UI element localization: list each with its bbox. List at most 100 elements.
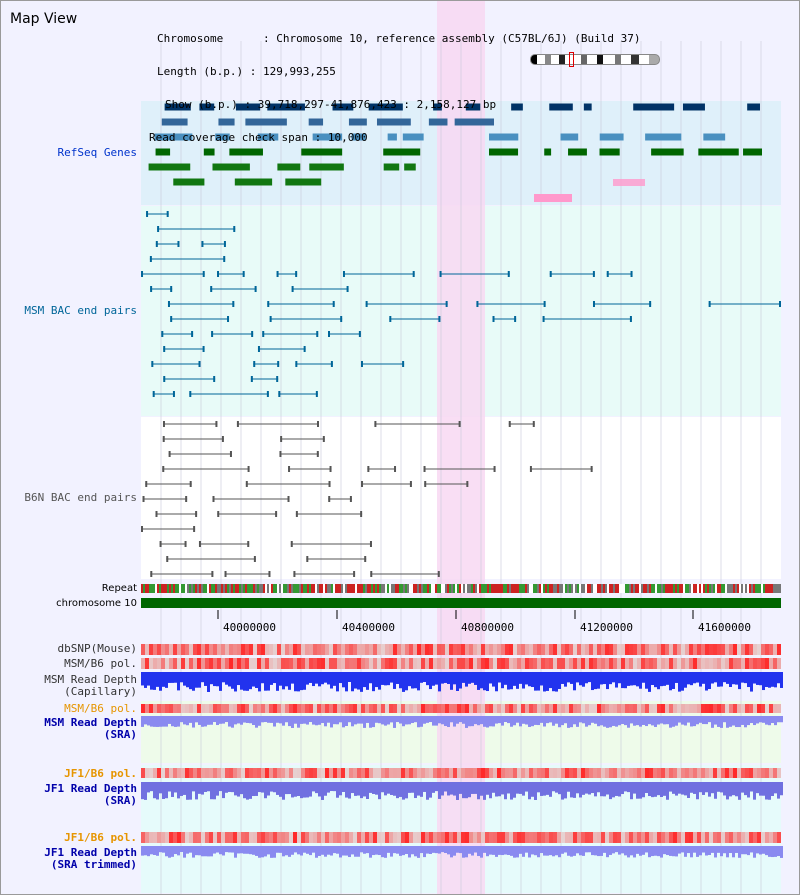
- jf1-pol-heat: [577, 768, 581, 778]
- msm-depth-bar: [171, 672, 174, 683]
- jf1-pol-heat: [261, 832, 265, 843]
- msm-depth-bar: [687, 672, 690, 685]
- msm-depth-bar: [489, 672, 492, 684]
- msm-pol-heat: [153, 704, 157, 713]
- msm-depth-bar: [480, 672, 483, 689]
- msm-pol-heat: [545, 704, 549, 713]
- jf1-pol-heat: [673, 832, 677, 843]
- msm-depth-bar: [219, 672, 222, 691]
- msm-pol-heat: [613, 658, 617, 669]
- gene-feature: [155, 148, 171, 156]
- jf1-trim-depth-bar: [549, 846, 552, 856]
- jf1-trim-depth-bar: [741, 846, 744, 855]
- msm-sra-depth-bar: [180, 716, 183, 723]
- dbsnp-heat: [609, 644, 613, 655]
- msm-pol-heat: [717, 658, 721, 669]
- repeat-feature: [431, 584, 433, 593]
- msm-pol-heat: [729, 704, 733, 713]
- msm-depth-bar: [498, 672, 501, 683]
- jf1-pol-heat: [461, 768, 465, 778]
- msm-pol-heat: [573, 658, 577, 669]
- jf1-pol-heat: [765, 832, 769, 843]
- repeat-feature: [407, 584, 409, 593]
- jf1-depth-bar: [246, 782, 249, 800]
- msm-pol-heat: [409, 704, 413, 713]
- msm-sra-depth-bar: [198, 716, 201, 725]
- repeat-feature: [575, 584, 577, 593]
- msm-sra-depth-bar: [651, 716, 654, 726]
- dbsnp-heat: [461, 644, 465, 655]
- gene-feature: [633, 103, 675, 111]
- msm-sra-depth-bar: [780, 716, 783, 723]
- jf1-trim-depth-bar: [579, 846, 582, 856]
- jf1-depth-bar: [642, 782, 645, 798]
- jf1-depth-bar: [306, 782, 309, 798]
- jf1-pol-heat: [325, 832, 329, 843]
- msm-sra-depth-bar: [255, 716, 258, 728]
- dbsnp-heat: [537, 644, 541, 655]
- jf1-pol-heat: [141, 832, 145, 843]
- msm-sra-depth-bar: [558, 716, 561, 728]
- msm-pol-heat: [689, 704, 693, 713]
- jf1-trim-depth-bar: [294, 846, 297, 853]
- jf1-pol-heat: [565, 832, 569, 843]
- jf1-pol-heat: [285, 832, 289, 843]
- msm-sra-depth-bar: [750, 716, 753, 724]
- repeat-feature: [311, 584, 313, 593]
- jf1-pol-heat: [633, 768, 637, 778]
- repeat-feature: [187, 584, 189, 593]
- jf1-pol-heat: [769, 768, 773, 778]
- b6n-bac-pair: [245, 481, 248, 487]
- msm-sra-depth-bar: [639, 716, 642, 727]
- chromosome-ideogram[interactable]: [530, 54, 660, 65]
- msm-depth-bar: [291, 672, 294, 684]
- dbsnp-heat: [645, 644, 649, 655]
- jf1-trim-depth-bar: [342, 846, 345, 856]
- repeat-feature: [549, 584, 551, 593]
- msm-pol-heat: [701, 704, 705, 713]
- msm-depth-bar: [222, 672, 225, 683]
- msm-pol-heat: [769, 658, 773, 669]
- msm-depth-bar: [750, 672, 753, 692]
- jf1-pol-heat: [333, 768, 337, 778]
- msm-pol-heat: [485, 658, 489, 669]
- msm-pol-heat: [601, 704, 605, 713]
- repeat-feature: [637, 584, 639, 593]
- jf1-pol-heat: [281, 768, 285, 778]
- msm-pol-heat: [385, 704, 389, 713]
- repeat-feature: [287, 584, 289, 593]
- repeat-feature: [329, 584, 331, 593]
- dbsnp-heat: [157, 644, 161, 655]
- jf1-pol-heat: [685, 832, 689, 843]
- jf1-pol-heat: [757, 768, 761, 778]
- repeat-feature: [679, 584, 681, 593]
- msm-depth-bar: [510, 672, 513, 690]
- jf1-depth-bar: [447, 782, 450, 796]
- msm-pol-heat: [229, 704, 233, 713]
- msm-bac-pair: [592, 301, 595, 307]
- jf1-pol-heat: [157, 768, 161, 778]
- jf1-depth-bar: [369, 782, 372, 793]
- jf1-pol-heat: [513, 832, 517, 843]
- jf1-depth-bar: [510, 782, 513, 800]
- msm-pol-heat: [149, 658, 153, 669]
- repeat-feature: [303, 584, 305, 593]
- jf1-trim-depth-bar: [198, 846, 201, 856]
- jf1-depth-bar: [192, 782, 195, 792]
- repeat-feature: [447, 584, 449, 593]
- jf1-depth-bar: [594, 782, 597, 797]
- repeat-feature: [325, 584, 327, 593]
- jf1-pol-heat: [633, 832, 637, 843]
- msm-pol-heat: [357, 704, 361, 713]
- dbsnp-heat: [441, 644, 445, 655]
- jf1-depth-bar: [273, 782, 276, 793]
- jf1-trim-depth-bar: [519, 846, 522, 854]
- repeat-feature: [763, 584, 765, 593]
- dbsnp-heat: [661, 644, 665, 655]
- dbsnp-heat: [317, 644, 321, 655]
- gene-feature: [199, 103, 215, 111]
- msm-bac-pair: [276, 271, 279, 277]
- repeat-feature: [573, 584, 575, 593]
- msm-pol-heat: [221, 704, 225, 713]
